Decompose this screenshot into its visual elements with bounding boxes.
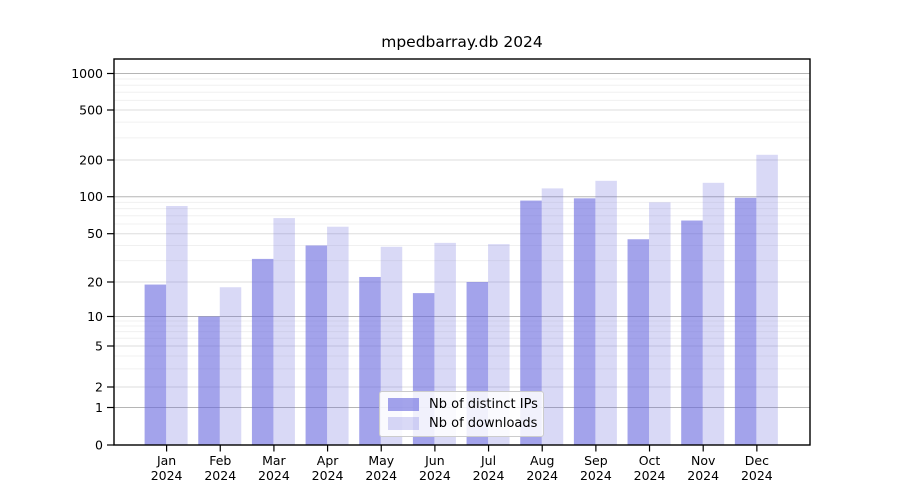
svg-text:2024: 2024 (687, 468, 719, 483)
bar-ips-aug (520, 200, 542, 445)
svg-text:Oct: Oct (639, 453, 661, 468)
svg-text:2024: 2024 (741, 468, 773, 483)
bar-downloads-apr (327, 226, 349, 445)
bar-downloads-aug (541, 188, 564, 445)
svg-text:Aug: Aug (530, 453, 554, 468)
svg-text:200: 200 (79, 153, 103, 168)
svg-text:2024: 2024 (258, 468, 290, 483)
svg-text:0: 0 (95, 438, 103, 453)
legend-item-downloads: Nb of downloads (380, 415, 543, 432)
svg-text:20: 20 (87, 275, 103, 290)
svg-text:May: May (368, 453, 394, 468)
bar-downloads-sep (595, 180, 617, 445)
svg-text:Jun: Jun (424, 453, 445, 468)
bar-downloads-mar (273, 218, 295, 445)
bar-ips-dec (734, 197, 757, 445)
legend-label-downloads: Nb of downloads (429, 416, 538, 431)
svg-text:10: 10 (87, 309, 103, 324)
bar-ips-nov (681, 220, 703, 445)
legend-swatch-downloads (388, 417, 419, 430)
bar-ips-oct (627, 239, 650, 445)
svg-text:100: 100 (79, 189, 103, 204)
svg-text:Mar: Mar (262, 453, 286, 468)
svg-text:Feb: Feb (209, 453, 231, 468)
svg-text:Nov: Nov (691, 453, 716, 468)
svg-text:2: 2 (95, 380, 103, 395)
svg-text:2024: 2024 (419, 468, 451, 483)
bar-ips-mar (251, 258, 274, 445)
svg-text:2024: 2024 (312, 468, 344, 483)
svg-text:50: 50 (87, 226, 103, 241)
svg-text:2024: 2024 (365, 468, 397, 483)
svg-text:Dec: Dec (745, 453, 769, 468)
svg-text:Jul: Jul (480, 453, 496, 468)
svg-text:Sep: Sep (584, 453, 608, 468)
svg-text:2024: 2024 (634, 468, 666, 483)
svg-text:2024: 2024 (151, 468, 183, 483)
bar-downloads-oct (649, 202, 671, 445)
legend: Nb of distinct IPs Nb of downloads (379, 391, 544, 437)
svg-text:5: 5 (95, 339, 103, 354)
bar-downloads-nov (702, 182, 725, 445)
svg-text:2024: 2024 (473, 468, 505, 483)
legend-item-distinct-ips: Nb of distinct IPs (380, 396, 543, 413)
bar-ips-may (359, 276, 381, 445)
bar-downloads-dec (756, 154, 778, 445)
svg-text:Jan: Jan (156, 453, 176, 468)
svg-text:Apr: Apr (317, 453, 339, 468)
bar-ips-sep (573, 198, 596, 445)
svg-text:2024: 2024 (580, 468, 612, 483)
bar-downloads-jan (166, 206, 188, 445)
bar-downloads-feb (219, 287, 242, 445)
svg-text:500: 500 (79, 103, 103, 118)
chart-title: mpedbarray.db 2024 (381, 33, 543, 51)
bar-ips-feb (198, 316, 220, 445)
legend-label-distinct-ips: Nb of distinct IPs (429, 397, 538, 412)
svg-text:2024: 2024 (526, 468, 558, 483)
bar-ips-jan (144, 284, 167, 445)
svg-text:1000: 1000 (71, 66, 103, 81)
legend-swatch-distinct-ips (388, 398, 419, 411)
svg-text:1: 1 (95, 400, 103, 415)
bar-ips-apr (305, 245, 328, 445)
svg-text:2024: 2024 (204, 468, 236, 483)
